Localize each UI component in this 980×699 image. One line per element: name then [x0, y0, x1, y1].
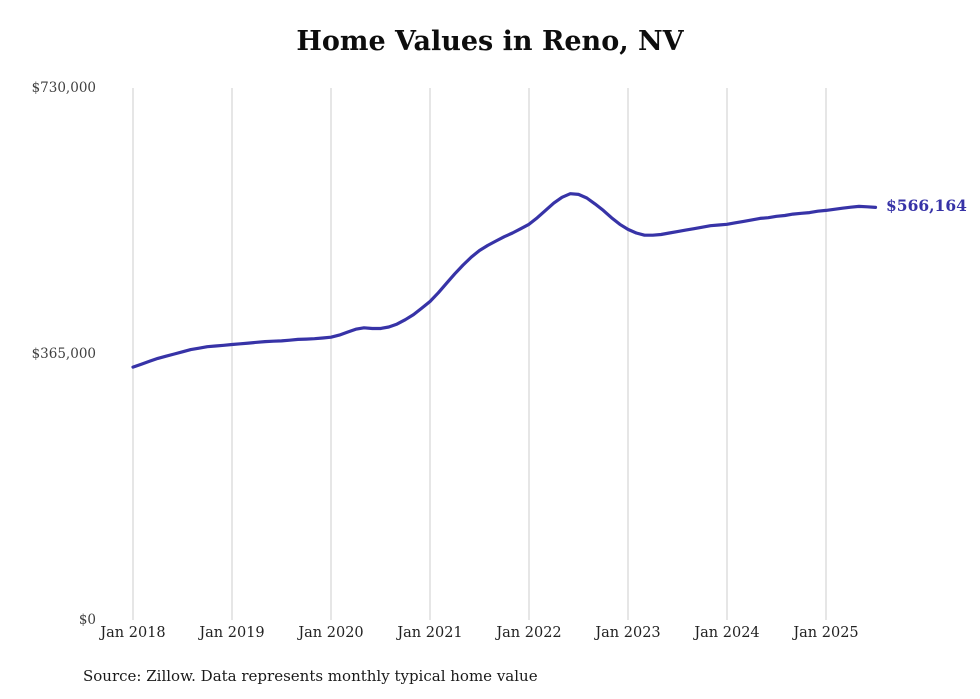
x-tick-label: Jan 2021 [397, 625, 463, 641]
y-tick-label: $0 [78, 612, 96, 628]
end-value-label: $566,164 [886, 196, 967, 216]
y-tick-label: $730,000 [31, 80, 96, 96]
x-tick-label: Jan 2019 [199, 625, 265, 641]
chart-title: Home Values in Reno, NV [296, 26, 684, 57]
home-value-line [131, 192, 878, 369]
source-note: Source: Zillow. Data represents monthly … [83, 667, 538, 685]
x-tick-label: Jan 2025 [793, 625, 859, 641]
x-tick-label: Jan 2023 [595, 625, 661, 641]
x-tick-label: Jan 2020 [298, 625, 364, 641]
x-tick-label: Jan 2022 [496, 625, 562, 641]
x-tick-label: Jan 2024 [694, 625, 760, 641]
x-tick-label: Jan 2018 [100, 625, 166, 641]
y-tick-label: $365,000 [31, 346, 96, 362]
